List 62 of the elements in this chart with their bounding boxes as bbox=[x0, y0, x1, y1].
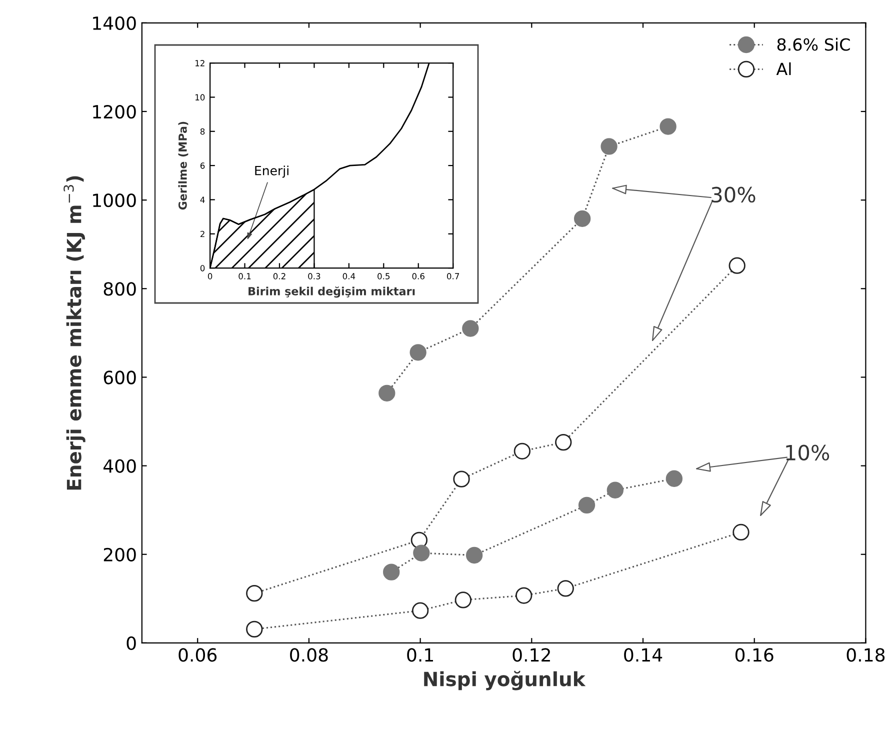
y-tick-label: 1200 bbox=[93, 104, 136, 119]
x-tick-label: 0.4 bbox=[342, 273, 356, 280]
y-tick-label: 1400 bbox=[93, 16, 136, 30]
x-tick-label: 0.3 bbox=[308, 273, 320, 280]
legend-label: Al bbox=[776, 62, 791, 76]
x-tick-label: 0.7 bbox=[447, 273, 459, 280]
x-axis-title: Birim şekil değişim miktarı bbox=[248, 286, 415, 298]
x-tick-label: 0.14 bbox=[624, 648, 662, 662]
x-tick-label: 0.08 bbox=[290, 648, 328, 662]
x-tick-label: 0.2 bbox=[273, 273, 286, 280]
x-tick-label: 0.18 bbox=[846, 648, 885, 662]
x-tick-label: 0 bbox=[208, 273, 212, 280]
x-tick-label: 0.5 bbox=[378, 273, 390, 280]
point bbox=[246, 620, 263, 638]
x-tick-label: 0.1 bbox=[407, 648, 433, 662]
point bbox=[728, 257, 746, 274]
annotation: 10% bbox=[786, 444, 830, 460]
x-tick-label: 0.16 bbox=[735, 648, 774, 662]
y-tick-label: 0 bbox=[126, 636, 136, 650]
y-axis-title: Gerilme (MPa) bbox=[178, 122, 188, 210]
point bbox=[600, 138, 618, 155]
y-tick-label: 400 bbox=[103, 459, 136, 473]
x-tick-label: 0.06 bbox=[178, 648, 217, 662]
point bbox=[454, 592, 472, 608]
point bbox=[660, 118, 676, 135]
y-tick-label: 8 bbox=[200, 128, 205, 135]
x-tick-label: 0.12 bbox=[512, 648, 550, 662]
point bbox=[453, 470, 470, 488]
point bbox=[413, 544, 430, 562]
point bbox=[246, 584, 263, 602]
x-axis-title: Nispi yoğunluk bbox=[424, 670, 586, 690]
point bbox=[606, 482, 624, 498]
annotation: Enerji bbox=[255, 166, 288, 178]
y-tick-label: 2 bbox=[200, 230, 204, 238]
point bbox=[732, 524, 750, 541]
annotation: 30% bbox=[712, 186, 756, 203]
y-axis-title: Enerji emme miktarı (KJ m$^{−3}$) bbox=[64, 176, 86, 490]
point bbox=[666, 470, 683, 487]
point bbox=[462, 320, 479, 337]
y-tick-label: 0 bbox=[200, 265, 205, 272]
point bbox=[516, 587, 532, 604]
x-tick-label: 0.6 bbox=[412, 273, 424, 280]
y-tick-label: 1000 bbox=[93, 194, 136, 208]
point bbox=[555, 434, 572, 451]
y-tick-label: 10 bbox=[195, 94, 205, 100]
point bbox=[383, 564, 400, 580]
point bbox=[466, 546, 483, 564]
y-tick-label: 12 bbox=[195, 60, 204, 66]
point bbox=[578, 496, 596, 514]
y-tick-label: 4 bbox=[200, 196, 205, 203]
point bbox=[410, 344, 426, 361]
x-tick-label: 0.1 bbox=[238, 273, 251, 280]
y-tick-label: 200 bbox=[104, 548, 136, 562]
point bbox=[412, 602, 429, 619]
point bbox=[557, 580, 574, 597]
point bbox=[574, 210, 591, 227]
y-tick-label: 600 bbox=[104, 370, 136, 384]
y-tick-label: 800 bbox=[104, 282, 136, 296]
y-tick-label: 6 bbox=[200, 162, 205, 169]
point bbox=[514, 442, 531, 460]
legend-label: 8.6% SiC bbox=[777, 38, 850, 51]
point bbox=[378, 384, 396, 402]
